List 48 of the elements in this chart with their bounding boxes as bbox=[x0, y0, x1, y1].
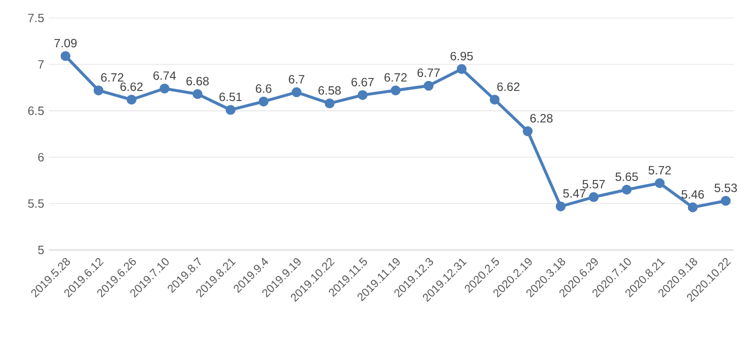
data-label: 6.74 bbox=[153, 71, 176, 80]
point bbox=[60, 51, 70, 61]
point bbox=[292, 87, 302, 98]
point bbox=[160, 84, 170, 94]
data-label: 5.65 bbox=[616, 172, 638, 181]
point bbox=[720, 196, 731, 206]
y-tick-label: 7 bbox=[38, 60, 44, 69]
point bbox=[324, 98, 335, 108]
data-label: 5.46 bbox=[682, 190, 704, 199]
data-label: 6.95 bbox=[450, 52, 473, 60]
y-tick-label: 6.5 bbox=[28, 106, 44, 116]
data-label: 6.67 bbox=[352, 78, 374, 86]
point bbox=[94, 85, 104, 96]
point bbox=[456, 64, 467, 74]
data-label: 5.57 bbox=[582, 180, 605, 188]
data-label: 6.28 bbox=[530, 114, 553, 123]
y-tick-label: 7.5 bbox=[28, 14, 44, 22]
point bbox=[556, 201, 566, 212]
data-label: 5.72 bbox=[648, 166, 671, 174]
data-label: 5.53 bbox=[714, 184, 737, 192]
point bbox=[588, 192, 599, 202]
data-label: 6.51 bbox=[220, 92, 242, 102]
point bbox=[688, 202, 698, 212]
point bbox=[126, 94, 136, 105]
point bbox=[622, 184, 632, 195]
data-label: 6.62 bbox=[497, 82, 520, 91]
point bbox=[424, 80, 434, 91]
data-label: 6.72 bbox=[101, 73, 124, 82]
data-label: 5.47 bbox=[563, 189, 586, 198]
point bbox=[390, 85, 401, 96]
data-label: 6.72 bbox=[384, 73, 407, 82]
y-tick-label: 5 bbox=[38, 246, 44, 254]
y-tick-label: 5.5 bbox=[28, 199, 44, 208]
data-label: 6.6 bbox=[256, 84, 272, 93]
data-label: 6.7 bbox=[288, 75, 304, 84]
data-label: 6.68 bbox=[186, 76, 209, 86]
point bbox=[258, 96, 269, 106]
point bbox=[358, 90, 368, 100]
data-label: 6.58 bbox=[318, 86, 341, 95]
point bbox=[654, 178, 665, 188]
data-label: 6.77 bbox=[418, 68, 440, 78]
point bbox=[192, 89, 202, 100]
data-label: 6.62 bbox=[120, 82, 143, 91]
point bbox=[522, 126, 533, 136]
point bbox=[226, 104, 236, 115]
y-tick-label: 6 bbox=[38, 152, 44, 162]
point bbox=[490, 94, 500, 105]
data-label: 7.09 bbox=[54, 38, 77, 48]
